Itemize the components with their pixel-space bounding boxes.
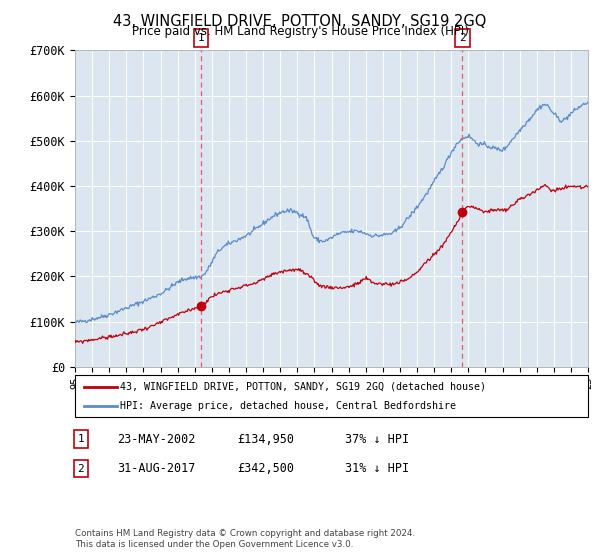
Text: 31% ↓ HPI: 31% ↓ HPI xyxy=(345,462,409,475)
Text: 31-AUG-2017: 31-AUG-2017 xyxy=(117,462,196,475)
Text: £134,950: £134,950 xyxy=(237,432,294,446)
Text: 1: 1 xyxy=(198,32,205,43)
Text: 43, WINGFIELD DRIVE, POTTON, SANDY, SG19 2GQ (detached house): 43, WINGFIELD DRIVE, POTTON, SANDY, SG19… xyxy=(120,381,486,391)
Text: 1: 1 xyxy=(77,434,85,444)
Text: £342,500: £342,500 xyxy=(237,462,294,475)
Text: 2: 2 xyxy=(77,464,85,474)
Text: 2: 2 xyxy=(459,32,466,43)
Text: 37% ↓ HPI: 37% ↓ HPI xyxy=(345,432,409,446)
Text: 23-MAY-2002: 23-MAY-2002 xyxy=(117,432,196,446)
Text: Contains HM Land Registry data © Crown copyright and database right 2024.
This d: Contains HM Land Registry data © Crown c… xyxy=(75,529,415,549)
Text: 43, WINGFIELD DRIVE, POTTON, SANDY, SG19 2GQ: 43, WINGFIELD DRIVE, POTTON, SANDY, SG19… xyxy=(113,14,487,29)
Text: HPI: Average price, detached house, Central Bedfordshire: HPI: Average price, detached house, Cent… xyxy=(120,401,456,411)
Text: Price paid vs. HM Land Registry's House Price Index (HPI): Price paid vs. HM Land Registry's House … xyxy=(131,25,469,38)
